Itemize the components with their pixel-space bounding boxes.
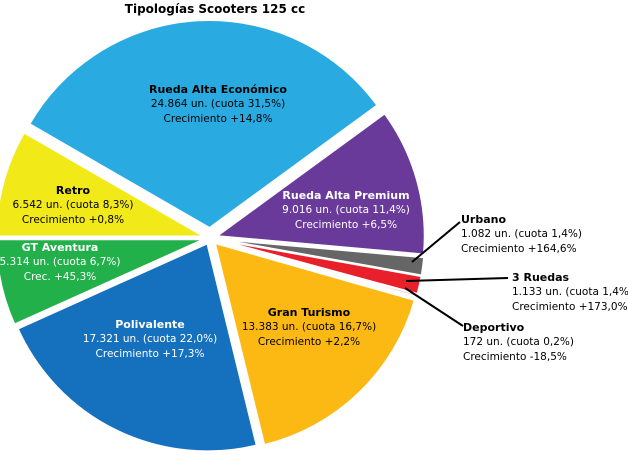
slice-label-growth: Crecimiento +0,8% — [21, 214, 125, 226]
slice-label: GT Aventura 5.314 un. (cuota 6,7%) Crec. +… — [0, 240, 121, 285]
slice-label-growth: Crecimiento +14,8% — [163, 113, 273, 125]
leader-line — [404, 287, 464, 327]
slice-label-units: 17.321 un. (cuota 22,0%) — [82, 333, 218, 345]
slice-label-growth: Crecimiento +17,3% — [95, 348, 205, 360]
pie-slice — [0, 238, 205, 326]
slice-label-growth: Crecimiento +173,0% — [512, 301, 628, 313]
slice-label: Polivalente 17.321 un. (cuota 22,0%) Creci… — [83, 317, 217, 362]
slice-label-name: Rueda Alta Económico — [149, 83, 287, 96]
leader-line — [411, 221, 461, 263]
slice-label: Rueda Alta Económico 24.864 un. (cuota 31… — [149, 82, 287, 127]
pie-slice — [16, 241, 258, 453]
slice-label-name: Polivalente — [115, 318, 185, 331]
slice-label-growth: Crecimiento -18,5% — [463, 351, 567, 363]
slice-label-units: 24.864 un. (cuota 31,5%) — [150, 98, 286, 110]
slice-label: Rueda Alta Premium 9.016 un. (cuota 11,4%… — [282, 188, 410, 233]
slice-label-units: 13.383 un. (cuota 16,7%) — [241, 321, 377, 333]
slice-label-name: Rueda Alta Premium — [282, 189, 410, 202]
pie-slice — [214, 112, 426, 256]
slice-label: Gran Turismo 13.383 un. (cuota 16,7%) Crec… — [242, 305, 376, 350]
slice-label-growth: Crecimiento +6,5% — [294, 219, 398, 231]
slice-label-name: Gran Turismo — [267, 306, 351, 319]
slice-label-growth: Crec. +45,3% — [23, 271, 97, 283]
pie-slice — [27, 19, 379, 230]
slice-label-units: 5.314 un. (cuota 6,7%) — [0, 256, 121, 268]
slice-label-name: Retro — [55, 184, 91, 197]
slice-label: 3 Ruedas 1.133 un. (cuota 1,4%) Crecimient… — [512, 270, 628, 315]
slice-label-name: Deportivo — [463, 321, 525, 334]
slice-label: Retro 6.542 un. (cuota 8,3%) Crecimiento +… — [13, 183, 134, 228]
slice-label-name: 3 Ruedas — [512, 271, 570, 284]
leader-line — [405, 277, 509, 282]
pie-slice — [0, 131, 208, 238]
slice-label-units: 6.542 un. (cuota 8,3%) — [12, 199, 134, 211]
pie-slice — [213, 241, 417, 447]
slice-label-name: GT Aventura — [21, 241, 99, 254]
slice-label-units: 1.133 un. (cuota 1,4%) — [512, 286, 628, 298]
slice-label-units: 9.016 un. (cuota 11,4%) — [282, 204, 410, 216]
slice-label-name: Urbano — [461, 213, 507, 226]
chart-title: Tipologías Scooters 125 cc — [124, 2, 306, 16]
slice-label: Deportivo 172 un. (cuota 0,2%) Crecimiento… — [463, 320, 574, 365]
slice-label-units: 1.082 un. (cuota 1,4%) — [461, 228, 582, 240]
slice-label-units: 172 un. (cuota 0,2%) — [463, 336, 574, 348]
slice-label-growth: Crecimiento +2,2% — [257, 336, 361, 348]
slice-label: Urbano 1.082 un. (cuota 1,4%) Crecimiento … — [461, 212, 582, 257]
slice-label-growth: Crecimiento +164,6% — [461, 243, 577, 255]
